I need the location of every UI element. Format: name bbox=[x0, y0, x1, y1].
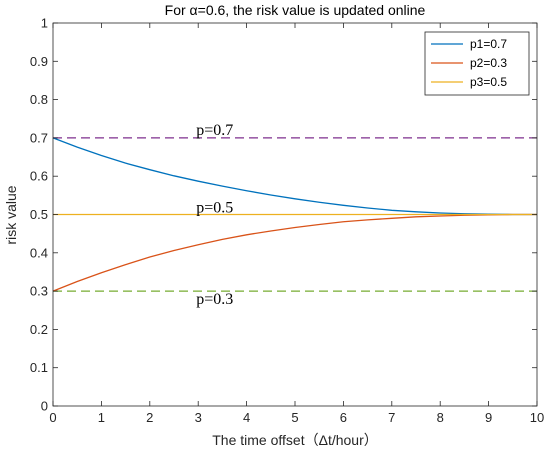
annotation-1: p=0.5 bbox=[196, 200, 233, 217]
y-tick-label-9: 0.9 bbox=[30, 54, 48, 69]
y-tick-label-2: 0.2 bbox=[30, 322, 48, 337]
legend-label-2: p2=0.3 bbox=[470, 56, 507, 70]
x-tick-label-9: 9 bbox=[485, 410, 492, 425]
y-tick-label-8: 0.8 bbox=[30, 92, 48, 107]
y-tick-label-5: 0.5 bbox=[30, 207, 48, 222]
y-tick-label-10: 1 bbox=[41, 16, 48, 31]
y-tick-label-7: 0.7 bbox=[30, 130, 48, 145]
x-tick-label-4: 4 bbox=[243, 410, 250, 425]
chart-title: For α=0.6, the risk value is updated onl… bbox=[165, 2, 426, 18]
legend: p1=0.7 p2=0.3 p3=0.5 bbox=[424, 31, 530, 96]
y-tick-label-1: 0.1 bbox=[30, 360, 48, 375]
x-axis-label: The time offset（Δt/hour） bbox=[212, 432, 378, 448]
series-line-2 bbox=[52, 213, 537, 292]
tick-labels: 0 1 2 3 4 5 6 7 8 9 10 0 0.1 0.2 0.3 0.4 0.5 0.6 0.7 0.8 0.9… bbox=[30, 16, 544, 426]
x-tick-label-0: 0 bbox=[49, 410, 56, 425]
axes bbox=[52, 22, 538, 407]
x-tick-label-10: 10 bbox=[530, 410, 544, 425]
annotation-0: p=0.7 bbox=[196, 122, 233, 139]
legend-label-1: p1=0.7 bbox=[470, 37, 507, 51]
series-lines bbox=[52, 137, 537, 292]
y-tick-label-0: 0 bbox=[41, 399, 48, 414]
annotation-2: p=0.3 bbox=[196, 291, 233, 308]
x-tick-label-6: 6 bbox=[340, 410, 347, 425]
series-line-1 bbox=[52, 137, 537, 216]
y-axis-label: risk value bbox=[3, 185, 19, 244]
x-tick-label-5: 5 bbox=[291, 410, 298, 425]
y-tick-label-3: 0.3 bbox=[30, 284, 48, 299]
legend-label-3: p3=0.5 bbox=[470, 75, 507, 89]
x-tick-label-7: 7 bbox=[388, 410, 395, 425]
x-tick-label-1: 1 bbox=[98, 410, 105, 425]
y-tick-label-4: 0.4 bbox=[30, 245, 48, 260]
reference-lines bbox=[53, 137, 537, 292]
x-tick-label-8: 8 bbox=[437, 410, 444, 425]
annotations: p=0.7 p=0.5 p=0.3 bbox=[196, 122, 233, 308]
y-tick-label-6: 0.6 bbox=[30, 169, 48, 184]
x-tick-label-3: 3 bbox=[195, 410, 202, 425]
x-tick-label-2: 2 bbox=[146, 410, 153, 425]
